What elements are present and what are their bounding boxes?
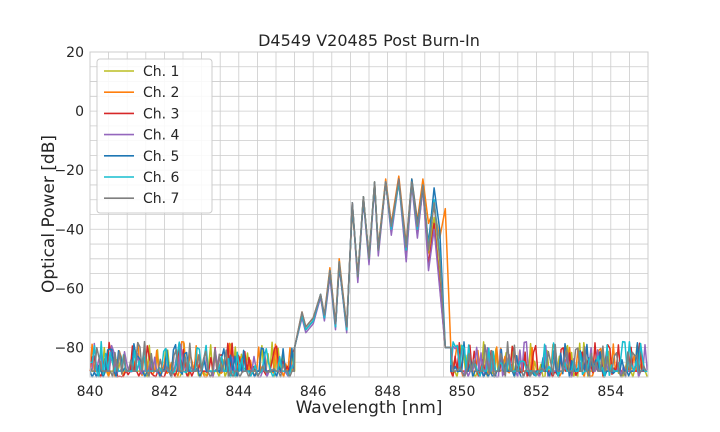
series-group xyxy=(89,175,649,378)
x-tick-labels: 840 842 844 846 848 850 852 854 xyxy=(77,384,625,400)
chart-title: D4549 V20485 Post Burn-In xyxy=(258,31,480,50)
series-line-7 xyxy=(89,178,647,378)
y-tick-label: 0 xyxy=(75,104,84,120)
legend: Ch. 1 Ch. 2 Ch. 3 Ch. 4 Ch. 5 Ch. 6 Ch. 7 xyxy=(96,58,213,214)
y-tick-label: −40 xyxy=(54,222,84,238)
x-axis-title: Wavelength [nm] xyxy=(296,398,443,418)
x-tick-label: 848 xyxy=(374,384,401,400)
y-tick-label: 20 xyxy=(66,45,84,61)
plot-area-border xyxy=(89,51,649,378)
legend-label-2: Ch. 2 xyxy=(143,85,179,101)
legend-label-4: Ch. 4 xyxy=(143,128,180,144)
x-tick-label: 854 xyxy=(597,384,624,400)
x-tick-label: 846 xyxy=(300,384,327,400)
legend-label-6: Ch. 6 xyxy=(143,170,180,186)
legend-label-3: Ch. 3 xyxy=(143,106,179,122)
y-axis-title: Optical Power [dB] xyxy=(39,135,59,293)
legend-frame xyxy=(96,58,213,214)
legend-label-7: Ch. 7 xyxy=(143,191,179,207)
y-tick-label: −60 xyxy=(54,281,84,297)
y-tick-label: −20 xyxy=(54,163,84,179)
x-tick-label: 840 xyxy=(77,384,104,400)
x-tick-label: 842 xyxy=(151,384,178,400)
legend-label-5: Ch. 5 xyxy=(143,149,179,165)
legend-label-1: Ch. 1 xyxy=(143,64,179,80)
y-tick-label: −80 xyxy=(54,340,84,356)
x-tick-label: 844 xyxy=(225,384,252,400)
x-tick-label: 850 xyxy=(449,384,476,400)
y-tick-labels: −80 −60 −40 −20 0 20 xyxy=(54,45,84,356)
x-tick-label: 852 xyxy=(523,384,550,400)
